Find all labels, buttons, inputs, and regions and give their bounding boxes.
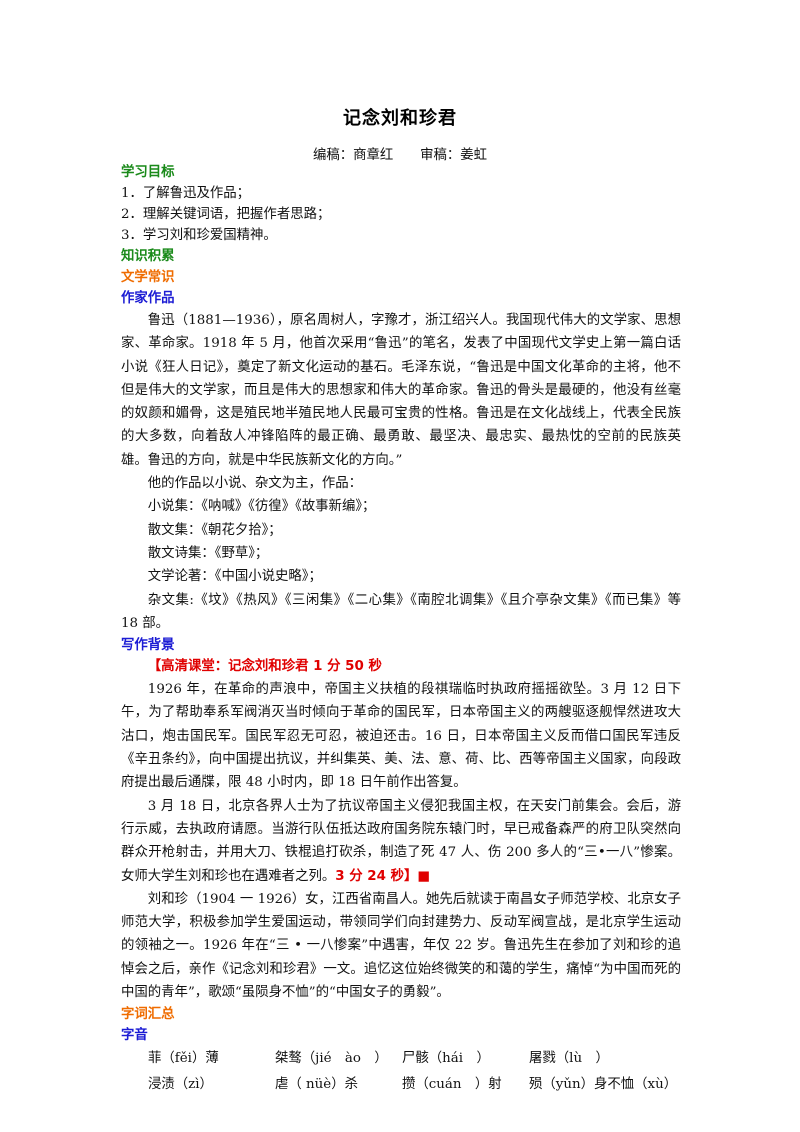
works-item: 文学论著：《中国小说史略》； <box>147 569 322 585</box>
author-paragraph: 鲁迅（1881—1936），原名周树人，字豫才，浙江绍兴人。我国现代伟大的文学家… <box>121 313 681 468</box>
document-body: 学习目标 1．了解鲁迅及作品； 2．理解关键词语，把握作者思路； 3．学习刘和珍… <box>121 162 681 1098</box>
background-paragraph-3: 刘和珍（1904 一 1926）女，江西省南昌人。她先后就读于南昌女子师范学校、… <box>121 891 681 1001</box>
pronunciation-item: 攒（cuán ）射 <box>402 1077 502 1093</box>
works-item: 散文集：《朝花夕拾》； <box>147 522 282 538</box>
pronunciation-item: 桀骜（jié ào ） <box>275 1051 388 1067</box>
objective-item: 2．理解关键词语，把握作者思路； <box>121 207 331 222</box>
works-item: 杂文集:《坟》《热风》《三闲集》《二心集》《南腔北调集》《且介亭杂文集》《而已集… <box>121 592 681 631</box>
editors-line: 编稿：商章红 审稿：姜虹 <box>312 148 488 163</box>
pronunciation-item: 尸骸（hái ） <box>402 1051 490 1067</box>
pronunciation-row: 菲（fěi）薄 桀骜（jié ào ） 尸骸（hái ） 屠戮（lù ） <box>121 1046 681 1072</box>
pronunciation-item: 屠戮（lù ） <box>529 1051 609 1067</box>
literary-heading: 文学常识 <box>121 270 175 285</box>
background-paragraph-1: 1926 年，在革命的声浪中，帝国主义扶植的段祺瑞临时执政府摇摇欲坠。3 月 1… <box>121 682 681 791</box>
objective-item: 1．了解鲁迅及作品； <box>121 186 251 201</box>
author-heading: 作家作品 <box>121 291 175 306</box>
vocab-heading: 字词汇总 <box>121 1007 175 1023</box>
background-heading: 写作背景 <box>121 638 175 654</box>
pronunciation-item: 菲（fěi）薄 <box>148 1051 219 1067</box>
background-paragraph-2-text: 3 月 18 日，北京各界人士为了抗议帝国主义侵犯我国主权，在天安门前集会。会后… <box>121 798 681 884</box>
pronunciation-item: 浸渍（zì） <box>148 1077 213 1093</box>
knowledge-heading: 知识积累 <box>121 249 175 264</box>
pronunciation-item: 殒（yǔn）身不恤（xù） <box>529 1077 678 1093</box>
video-end-marker: 3 分 24 秒】■ <box>335 868 431 884</box>
page-title: 记念刘和珍君 <box>343 108 457 129</box>
video-label: 【高清课堂：记念刘和珍君 1 分 50 秒 <box>147 659 382 675</box>
pronunciation-row: 浸渍（zì） 虐（ nüè）杀 攒（cuán ）射 殒（yǔn）身不恤（xù） <box>121 1072 681 1098</box>
works-intro: 他的作品以小说、杂文为主，作品： <box>147 476 363 492</box>
background-paragraph-2: 3 月 18 日，北京各界人士为了抗议帝国主义侵犯我国主权，在天安门前集会。会后… <box>121 795 681 888</box>
works-item: 散文诗集：《野草》； <box>147 545 269 561</box>
objectives-heading: 学习目标 <box>121 165 175 180</box>
pronunciation-item: 虐（ nüè）杀 <box>275 1077 358 1093</box>
works-item: 小说集：《呐喊》《彷徨》《故事新编》； <box>147 499 376 515</box>
pronunciation-heading: 字音 <box>121 1028 148 1044</box>
objective-item: 3．学习刘和珍爱国精神。 <box>121 228 277 243</box>
